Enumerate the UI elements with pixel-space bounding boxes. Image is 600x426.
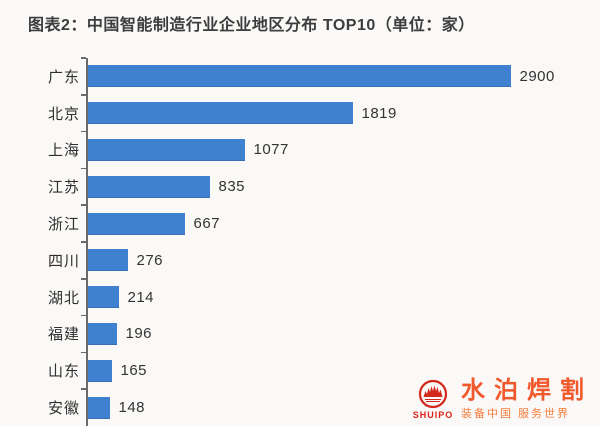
bar xyxy=(87,212,185,235)
bar-rows: 广东 2900 北京 1819 上海 1077 江苏 835 浙江 667 四川… xyxy=(0,57,600,426)
category-label: 湖北 xyxy=(47,289,80,307)
bar xyxy=(87,102,353,125)
category-label: 山东 xyxy=(47,363,80,381)
bar-row: 福建 196 xyxy=(0,314,600,353)
shuipo-emblem: SHUIPO xyxy=(412,379,454,420)
value-label: 2900 xyxy=(519,67,555,85)
shuipo-tagline: 装备中国 服务世界 xyxy=(461,408,571,420)
category-label: 浙江 xyxy=(47,216,80,234)
bar-row: 江苏 835 xyxy=(0,167,600,205)
bar xyxy=(87,175,210,198)
chart-title: 图表2：中国智能制造行业企业地区分布 TOP10（单位：家） xyxy=(28,17,475,34)
y-axis-line xyxy=(86,58,88,426)
category-label: 广东 xyxy=(47,68,80,86)
bar xyxy=(87,396,110,419)
plot-area: 广东 2900 北京 1819 上海 1077 江苏 835 浙江 667 四川… xyxy=(0,57,600,426)
bar-row: 四川 276 xyxy=(0,241,600,279)
category-label: 福建 xyxy=(47,326,80,344)
bar xyxy=(87,359,112,382)
value-label: 165 xyxy=(120,362,148,380)
bar-row: 上海 1077 xyxy=(0,130,600,169)
bar-row: 浙江 667 xyxy=(0,204,600,242)
bar xyxy=(87,65,511,88)
bar xyxy=(87,322,117,345)
category-label: 安徽 xyxy=(47,400,80,418)
value-label: 835 xyxy=(218,178,246,196)
category-label: 四川 xyxy=(47,252,80,270)
bar-row: 安徽 148 xyxy=(0,388,600,426)
bar-row: 北京 1819 xyxy=(0,94,600,132)
shuipo-latin-label: SHUIPO xyxy=(412,409,454,420)
value-label: 148 xyxy=(118,399,146,417)
shuipo-brand-text: 水泊焊割 xyxy=(461,376,593,404)
category-label: 江苏 xyxy=(47,179,80,197)
value-label: 196 xyxy=(125,325,153,343)
mountain-circle-icon xyxy=(418,379,448,409)
value-label: 667 xyxy=(193,215,221,233)
value-label: 1077 xyxy=(253,141,289,159)
value-label: 1819 xyxy=(361,104,397,122)
shuipo-watermark: SHUIPO 水泊焊割 装备中国 服务世界 xyxy=(412,378,593,421)
value-label: 214 xyxy=(127,288,155,306)
bar-row: 山东 165 xyxy=(0,351,600,389)
category-label: 上海 xyxy=(47,142,80,160)
bar xyxy=(87,286,119,309)
category-label: 北京 xyxy=(47,105,80,123)
bar xyxy=(87,138,245,161)
value-label: 276 xyxy=(136,251,164,269)
bar xyxy=(87,249,128,272)
bar-row: 广东 2900 xyxy=(0,57,600,95)
bar-row: 湖北 214 xyxy=(0,278,600,316)
